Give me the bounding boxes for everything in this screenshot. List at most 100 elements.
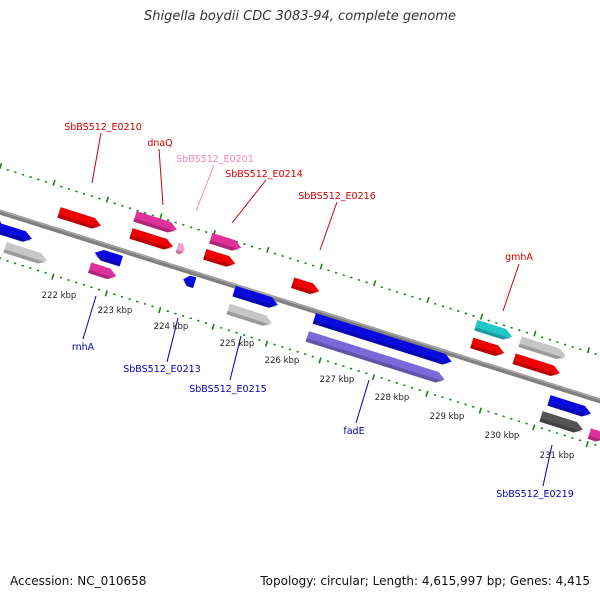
top-major-tick: [373, 280, 377, 287]
label-leader-line: [195, 164, 215, 212]
ticks-bottom: [0, 256, 597, 448]
gene-label-sbbs512-e0210: SbBS512_E0210: [64, 122, 142, 133]
gene-features: [0, 207, 600, 442]
kbp-label: 231 kbp: [540, 451, 575, 461]
gene-arrow: [512, 353, 560, 377]
gene-arrow-body: [290, 277, 320, 295]
gene-label-sbbs512-e0213: SbBS512_E0213: [123, 364, 201, 375]
gene-arrow-body: [133, 211, 177, 233]
bottom-major-tick: [478, 407, 483, 414]
gene-arrow: [312, 313, 452, 365]
gene-arrow-body: [183, 275, 197, 289]
label-leader-line: [91, 132, 102, 184]
gene-arrow-body: [312, 313, 452, 365]
bottom-major-tick: [158, 307, 162, 314]
gene-arrow: [57, 207, 101, 229]
gene-arrow-shade: [312, 320, 452, 365]
gene-arrow-body: [232, 285, 278, 308]
gene-arrow: [129, 228, 173, 250]
kbp-label: 224 kbp: [154, 322, 189, 332]
gene-arrow-shade: [203, 256, 235, 267]
kbp-label: 222 kbp: [42, 291, 77, 301]
kbp-label: 230 kbp: [485, 431, 520, 441]
gene-arrow-shade: [129, 235, 173, 250]
gene-arrow-shade: [3, 249, 47, 264]
gene-arrow-body: [587, 428, 600, 442]
gene-label-gmha: gmhA: [505, 252, 533, 263]
label-leader-line: [502, 263, 520, 312]
bottom-major-tick: [532, 424, 536, 431]
gene-arrow-body: [226, 303, 272, 326]
gene-arrow-body: [470, 337, 505, 356]
label-leader-line: [158, 148, 164, 206]
gene-arrow: [474, 320, 513, 340]
labels: 222 kbp 223 kbp 224 kbp 225 kbp 226 kbp 227 k…: [42, 122, 575, 500]
gene-arrow-body: [129, 228, 173, 250]
gene-arrow-shade: [226, 310, 272, 326]
top-major-tick: [586, 347, 591, 354]
map-title: Shigella boydii CDC 3083-94, complete ge…: [143, 9, 457, 24]
gene-arrow-shade: [57, 214, 101, 229]
gene-arrow-shade: [87, 269, 116, 280]
gene-arrow-shade: [539, 418, 583, 433]
gene-arrow: [305, 331, 445, 383]
top-major-tick: [426, 296, 430, 304]
gene-arrow-body: [512, 353, 560, 377]
gene-arrow: [547, 395, 591, 417]
gene-arrow: [175, 242, 185, 255]
gene-arrow-shade: [512, 360, 560, 377]
bottom-major-tick: [104, 290, 108, 297]
gene-label-sbbs512-e0214: SbBS512_E0214: [225, 169, 303, 180]
label-leaders: [82, 132, 553, 487]
gene-label-sbbs512-e0201: SbBS512_E0201: [176, 154, 254, 165]
gene-arrow: [470, 337, 505, 356]
gene-arrow-body: [94, 249, 124, 267]
gene-arrow: [133, 211, 177, 233]
bottom-major-tick: [51, 273, 55, 280]
gene-arrow-body: [547, 395, 591, 417]
gene-arrow-body: [539, 411, 583, 433]
gene-arrow: [0, 219, 32, 242]
bottom-major-tick: [318, 357, 322, 364]
gene-arrow-shade: [305, 338, 445, 383]
backbone-line: [0, 209, 600, 404]
top-major-tick: [479, 313, 484, 320]
gene-arrow-shade: [133, 218, 177, 233]
gene-arrow: [209, 232, 242, 251]
kbp-label: 226 kbp: [265, 356, 300, 366]
backbone-highlight: [0, 210, 600, 400]
label-leader-line: [355, 379, 370, 424]
gene-arrow: [3, 242, 47, 264]
gene-arrow-body: [175, 242, 185, 255]
gene-arrow-body: [305, 331, 445, 383]
top-major-tick: [52, 179, 56, 186]
gene-arrow-body: [474, 320, 513, 340]
top-major-tick: [319, 263, 323, 270]
gene-arrow-shade: [470, 344, 504, 356]
gene-label-sbbs512-e0215: SbBS512_E0215: [189, 384, 267, 395]
gene-arrow: [94, 249, 124, 267]
gene-arrow-body: [209, 232, 242, 251]
top-major-tick: [0, 162, 3, 170]
gene-arrow-shade: [547, 402, 591, 417]
top-major-tick: [105, 196, 110, 203]
gene-arrow: [539, 411, 583, 433]
bottom-major-tick: [425, 390, 429, 397]
bottom-major-tick: [585, 440, 589, 448]
kbp-label: 228 kbp: [375, 393, 410, 403]
top-major-tick: [266, 246, 270, 253]
gene-arrow: [232, 285, 278, 308]
gene-label-sbbs512-e0219: SbBS512_E0219: [496, 489, 574, 500]
gene-arrow-body: [203, 248, 236, 267]
gene-arrow-body: [57, 207, 101, 229]
top-major-tick: [159, 213, 163, 220]
label-leader-line: [231, 179, 267, 224]
gene-arrow: [203, 248, 236, 267]
gene-arrow-shade: [518, 343, 566, 360]
kbp-label: 229 kbp: [430, 412, 465, 422]
kbp-label: 225 kbp: [220, 339, 255, 349]
gene-arrow: [587, 428, 600, 442]
gene-arrow-shade: [232, 292, 278, 308]
gene-arrow-shade: [0, 226, 32, 242]
